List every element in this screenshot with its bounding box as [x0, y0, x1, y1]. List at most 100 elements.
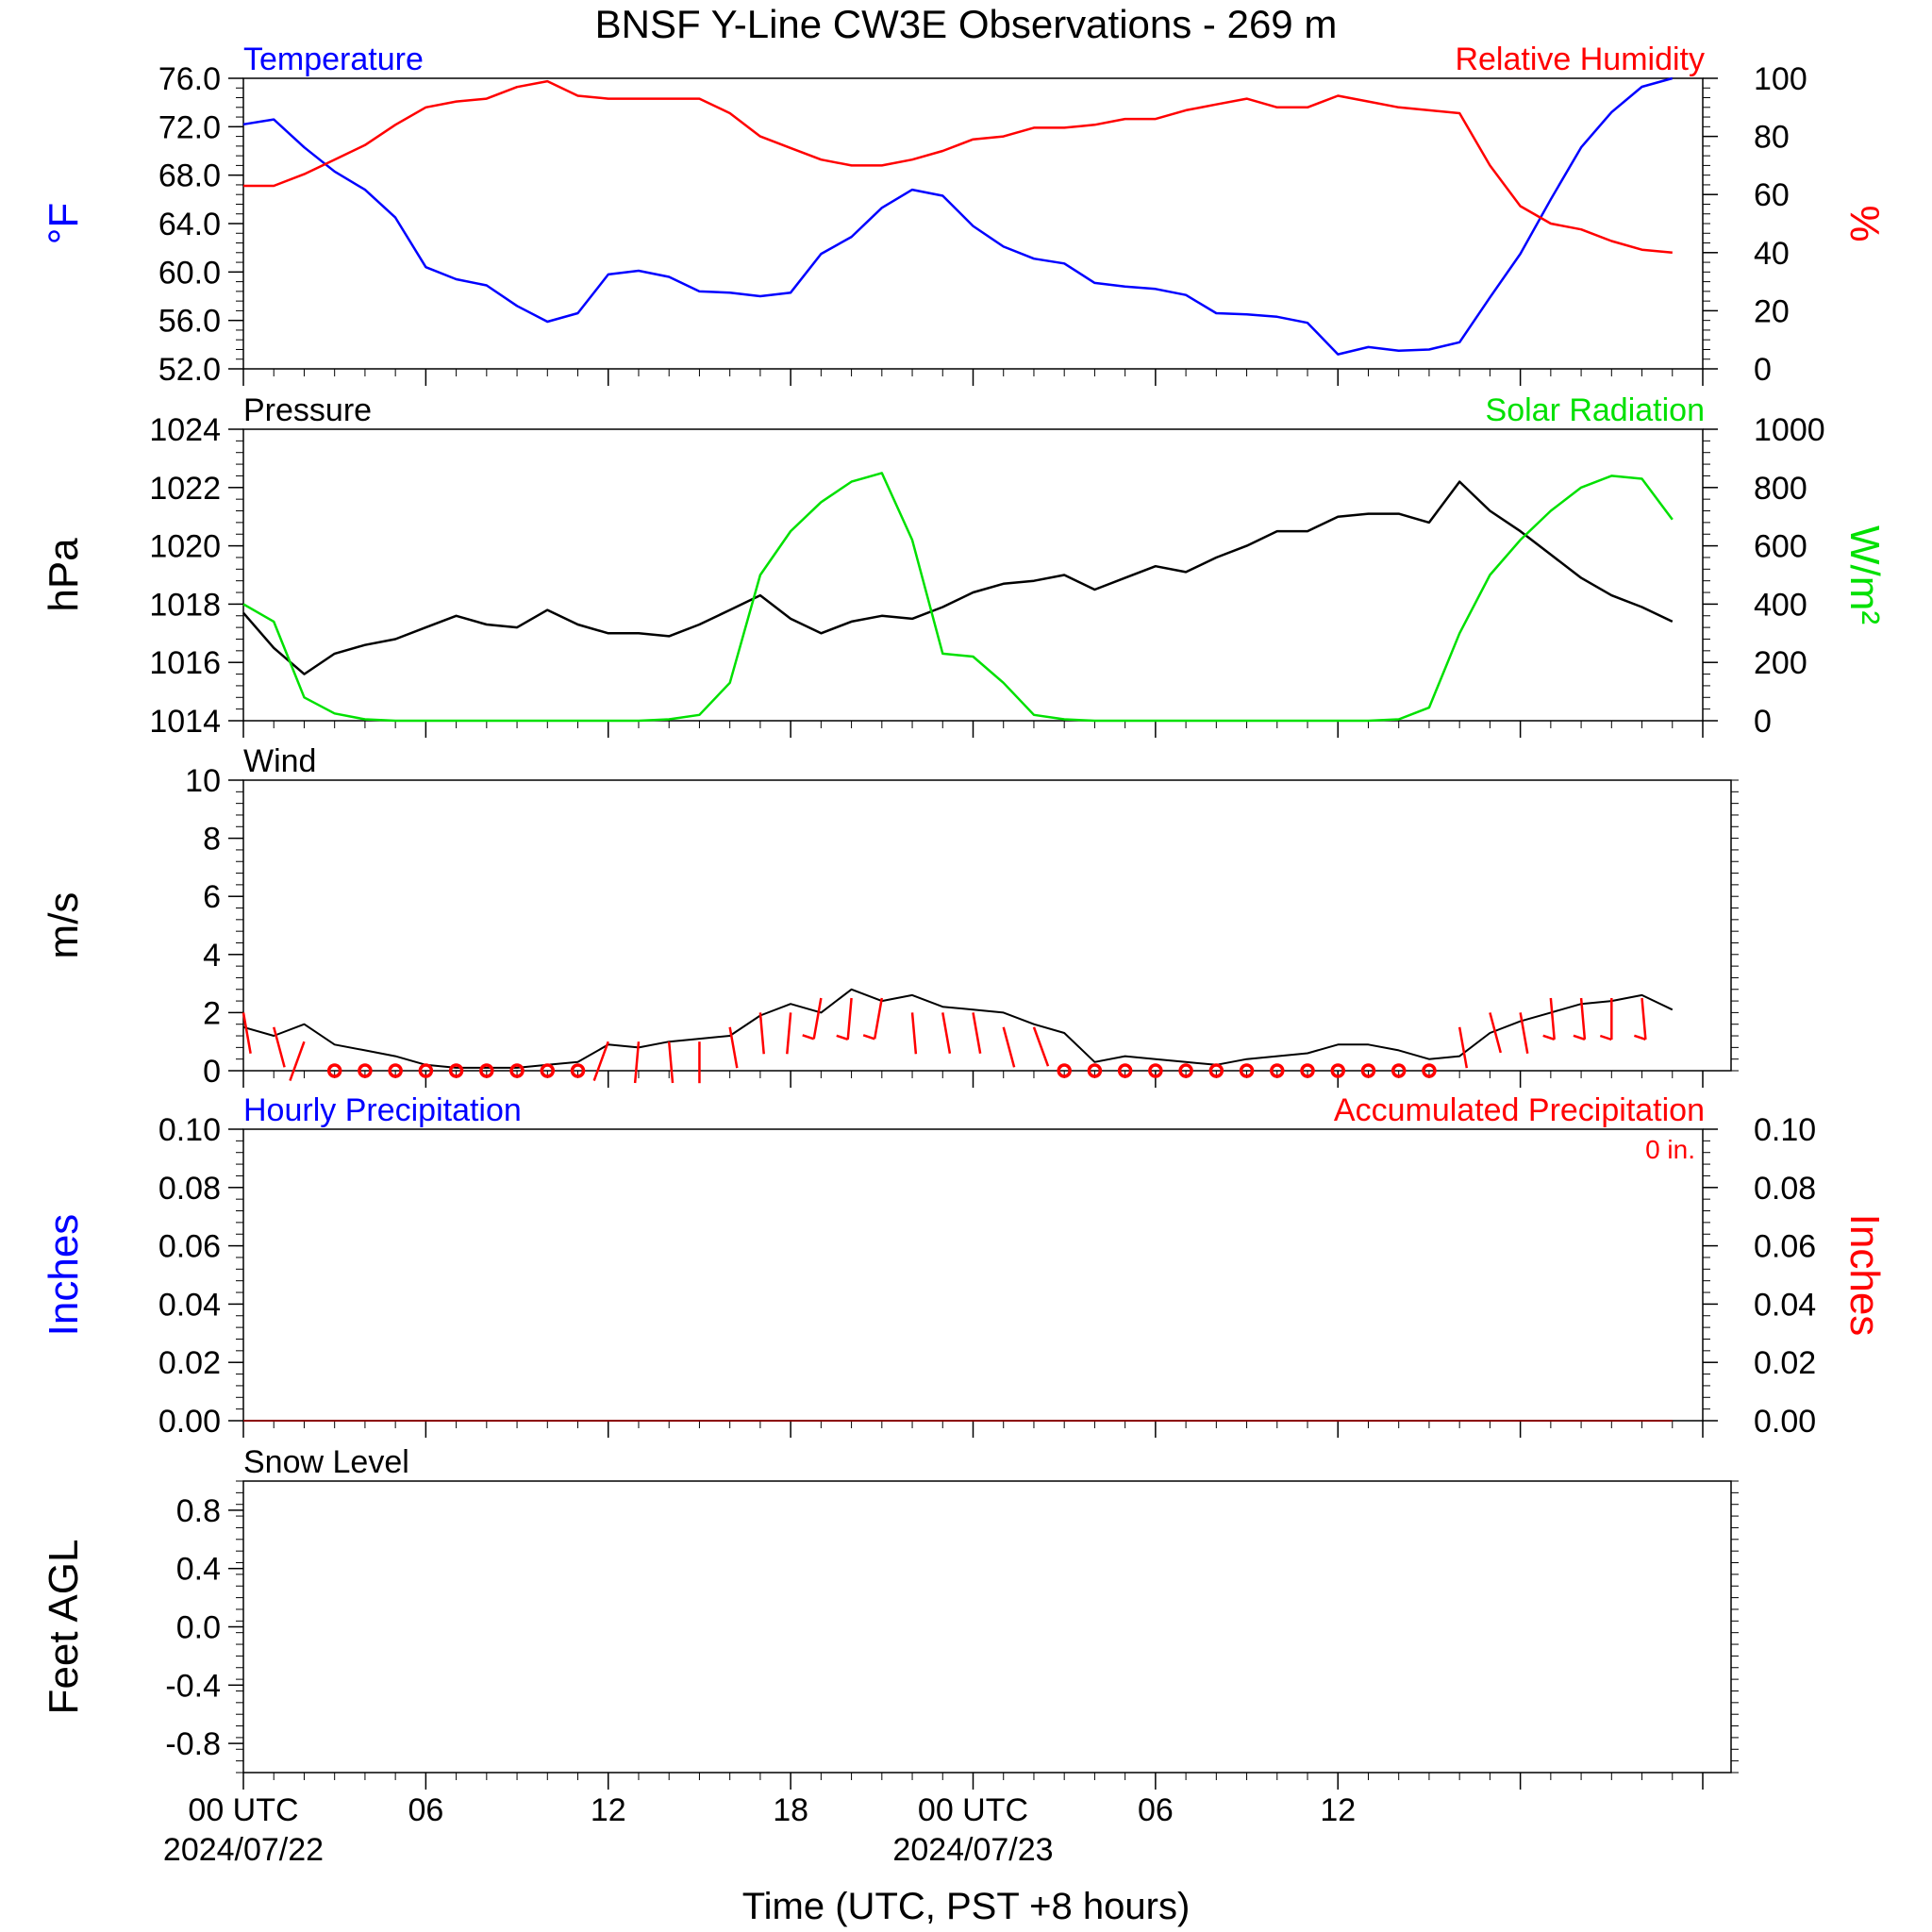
y-tick-label: 0.10 — [158, 1112, 221, 1148]
y-tick-label: 64.0 — [158, 207, 221, 242]
y-tick-label: 0.8 — [176, 1493, 221, 1529]
y-right-tick-label: 40 — [1754, 236, 1790, 272]
y-tick-label: 6 — [203, 879, 221, 915]
wind-barb — [1032, 1026, 1050, 1067]
wind-barb — [1457, 1026, 1469, 1069]
wind-barb — [910, 1012, 918, 1055]
panel-title-left: Wind — [243, 743, 316, 779]
y-tick-label: 0.06 — [158, 1229, 221, 1265]
y-right-tick-label: 0.10 — [1754, 1112, 1816, 1148]
y-tick-label: 56.0 — [158, 304, 221, 340]
y-tick-label: -0.8 — [165, 1726, 221, 1762]
wind-barb-calm — [1239, 1063, 1255, 1078]
wind-barb — [1641, 997, 1647, 1040]
y-axis-label: Feet AGL — [41, 1540, 87, 1715]
plot-frame — [242, 1128, 1704, 1422]
y-axis-label: m/s — [41, 892, 87, 959]
y-tick-label: 1024 — [149, 412, 221, 448]
y-right-tick-label: 80 — [1754, 120, 1790, 156]
plot-frame — [242, 77, 1704, 370]
y-tick-label: 1022 — [149, 471, 221, 507]
wind-barb-calm — [388, 1063, 403, 1078]
y-right-tick-label: 0.02 — [1754, 1345, 1816, 1381]
y-axis-label-right: W/m² — [1841, 525, 1888, 625]
panel-title-left: Temperature — [243, 42, 424, 77]
wind-barb-calm — [1270, 1063, 1285, 1078]
y-tick-label: 0.4 — [176, 1552, 221, 1588]
wind-barb — [1579, 997, 1587, 1040]
wind-barb — [273, 1026, 286, 1068]
panels: 76.072.068.064.060.056.052.0100806040200… — [41, 42, 1888, 1790]
y-tick-label: 76.0 — [158, 61, 221, 97]
y-tick-label: 72.0 — [158, 109, 221, 145]
wind-barb-calm — [540, 1063, 556, 1078]
y-right-tick-label: 0.04 — [1754, 1287, 1816, 1323]
wind-barb-calm — [1087, 1063, 1103, 1078]
wind-barb-calm — [448, 1063, 464, 1078]
series-line-relative-humidity — [243, 79, 1673, 255]
panel-precipitation: 0.10 0.08 0.06 0.04 0.02 0.00 0.10 0.08 0.06 0.04… — [41, 1092, 1888, 1440]
y-axis-label: Inches — [41, 1214, 87, 1337]
wind-barb-calm — [1330, 1063, 1345, 1078]
y-right-tick-label: 20 — [1754, 293, 1790, 329]
series-line-wind-speed — [242, 988, 1674, 1069]
wind-barb-calm — [1148, 1063, 1163, 1078]
y-tick-label: 1020 — [149, 529, 221, 565]
wind-barb — [633, 1041, 641, 1084]
x-tick-date: 2024/07/22 — [163, 1832, 324, 1868]
y-tick-label: 0.08 — [158, 1171, 221, 1207]
wind-barb-calm — [418, 1063, 434, 1078]
y-right-tick-label: 200 — [1754, 645, 1807, 681]
y-tick-label: 68.0 — [158, 158, 221, 194]
wind-barb-calm — [1300, 1063, 1315, 1078]
panel-title-right: Relative Humidity — [1455, 42, 1705, 77]
plot-frame — [242, 428, 1704, 722]
panel-title-left: Snow Level — [243, 1444, 409, 1480]
panel-title-right: Accumulated Precipitation — [1334, 1092, 1705, 1128]
y-axis-label: hPa — [41, 538, 87, 612]
y-axis-label-right: Inches — [1841, 1214, 1888, 1337]
wind-barb — [972, 1012, 982, 1054]
y-tick-label: 1018 — [149, 587, 221, 623]
x-tick-label: 00 UTC — [188, 1792, 298, 1828]
y-tick-label: 1014 — [149, 704, 221, 740]
y-right-tick-label: 0 — [1754, 704, 1772, 740]
panel-title-right: Solar Radiation — [1486, 392, 1705, 428]
wind-barb-flag — [862, 1034, 875, 1041]
y-tick-label: 4 — [203, 938, 221, 974]
wind-barb-calm — [1422, 1063, 1437, 1078]
y-tick-label: 1016 — [149, 645, 221, 681]
y-tick-label: 52.0 — [158, 352, 221, 388]
plot-frame — [242, 1480, 1732, 1774]
x-tick-label: 06 — [1138, 1792, 1174, 1828]
panel-snow-level: 0.8 0.4 0.0 -0.4 -0.8 Snow Level Feet AGL — [41, 1444, 1739, 1790]
wind-barb-calm — [479, 1063, 494, 1078]
y-tick-label: 0.00 — [158, 1404, 221, 1440]
y-tick-label: 60.0 — [158, 255, 221, 291]
wind-barb-flag — [1542, 1034, 1556, 1041]
wind-barb — [242, 1012, 252, 1054]
y-right-tick-label: 60 — [1754, 177, 1790, 213]
wind-barb-calm — [326, 1063, 342, 1078]
y-tick-label: -0.4 — [165, 1668, 221, 1704]
y-tick-label: 8 — [203, 822, 221, 858]
plot-frame — [242, 779, 1732, 1072]
x-tick-label: 18 — [773, 1792, 808, 1828]
wind-barb — [592, 1041, 609, 1081]
y-right-tick-label: 100 — [1754, 61, 1807, 97]
y-tick-label: 0.0 — [176, 1610, 221, 1646]
y-right-tick-label: 800 — [1754, 471, 1807, 507]
series-line-temperature — [242, 76, 1674, 356]
x-tick-date: 2024/07/23 — [892, 1832, 1053, 1868]
y-tick-label: 0.02 — [158, 1345, 221, 1381]
time-axis-label: Time (UTC, PST +8 hours) — [742, 1886, 1191, 1927]
wind-barb-calm — [1117, 1063, 1133, 1078]
panel-pressure-solar: 1024 1022 1020 1018 1016 1014 1000 800 600 400 200… — [41, 392, 1888, 740]
wind-barb-calm — [358, 1063, 373, 1078]
y-right-tick-label: 1000 — [1754, 412, 1825, 448]
panel-temperature-humidity: 76.0 72.0 68.0 64.0 60.0 56.0 52.0 100 80 60 40 20 0… — [41, 42, 1888, 388]
wind-barb-flag — [1599, 1034, 1612, 1041]
panel-wind: 10 8 6 4 2 0 Wind m/s — [41, 743, 1739, 1090]
y-right-tick-label: 0 — [1754, 352, 1772, 388]
series-line-pressure — [242, 480, 1674, 675]
